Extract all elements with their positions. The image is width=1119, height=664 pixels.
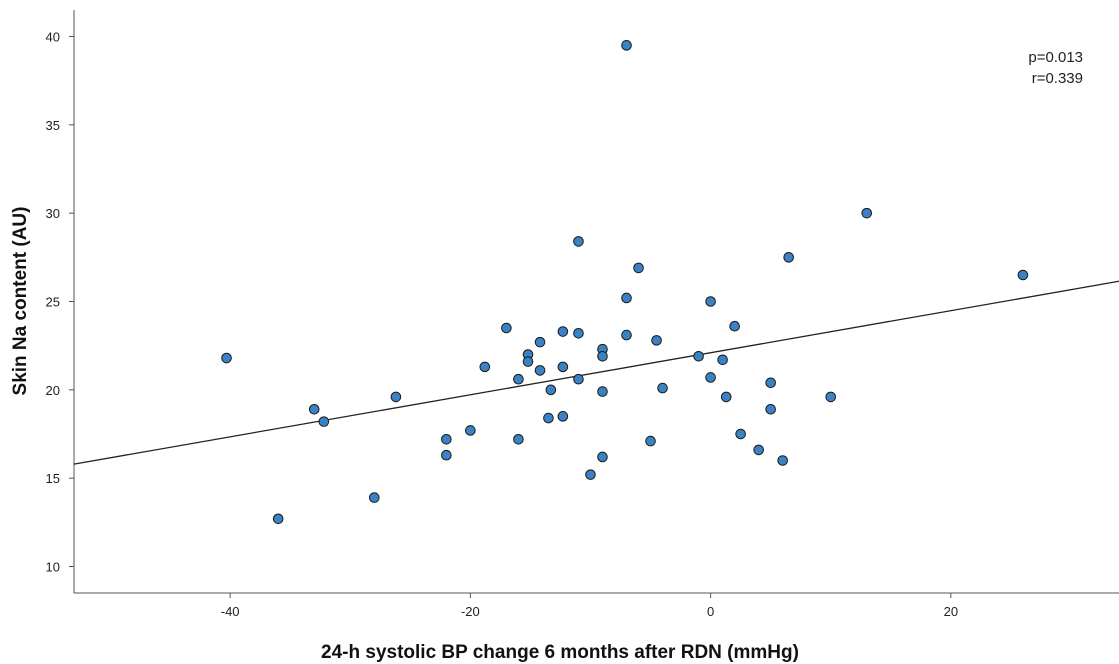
x-tick-label: 0 <box>707 604 714 619</box>
data-point <box>693 350 704 362</box>
y-tick-label: 40 <box>46 30 60 45</box>
data-point <box>441 434 452 445</box>
data-point <box>621 40 632 51</box>
data-point <box>557 326 569 337</box>
data-point <box>633 262 644 274</box>
data-point <box>1017 269 1029 281</box>
data-point <box>597 386 608 397</box>
data-point <box>765 403 776 415</box>
y-tick-label: 15 <box>46 471 60 486</box>
x-tick-label: 20 <box>944 604 958 619</box>
data-point <box>705 372 716 383</box>
data-point <box>318 416 330 427</box>
data-point <box>765 377 776 389</box>
regression-line <box>73 280 1119 465</box>
y-tick-label: 25 <box>46 295 60 310</box>
x-ticks: -40 -20 0 20 <box>221 593 958 619</box>
p-value-annotation: p=0.013 <box>1028 49 1083 66</box>
data-point <box>534 365 546 376</box>
data-point <box>717 354 728 366</box>
data-point <box>534 336 546 348</box>
data-point <box>465 425 476 436</box>
r-value-annotation: r=0.339 <box>1032 70 1083 87</box>
x-tick-label: -40 <box>221 604 240 619</box>
data-point <box>513 373 524 385</box>
data-point <box>308 403 320 415</box>
data-point <box>479 361 491 373</box>
data-point <box>783 252 794 263</box>
data-point <box>597 350 608 362</box>
y-axis-title: Skin Na content (AU) <box>10 207 31 396</box>
data-point <box>825 391 837 403</box>
data-point <box>651 335 662 346</box>
x-axis-title: 24-h systolic BP change 6 months after R… <box>321 642 799 663</box>
data-point <box>390 391 402 403</box>
data-point <box>861 207 873 219</box>
y-tick-label: 30 <box>46 206 60 221</box>
x-tick-label: -20 <box>461 604 480 619</box>
data-point <box>545 384 557 396</box>
data-point <box>557 361 569 373</box>
data-points <box>221 40 1029 525</box>
data-point <box>573 236 584 247</box>
data-point <box>557 411 569 422</box>
data-point <box>735 428 746 440</box>
data-point <box>777 455 788 466</box>
data-point <box>729 320 740 332</box>
data-point <box>720 391 732 403</box>
data-point <box>753 444 764 456</box>
y-ticks: 10 15 20 25 30 35 40 <box>46 30 74 575</box>
data-point <box>621 329 632 341</box>
data-point <box>657 382 668 394</box>
data-point <box>645 435 656 447</box>
data-point <box>522 356 534 367</box>
y-tick-label: 20 <box>46 383 60 398</box>
data-point <box>368 492 380 503</box>
data-point <box>543 412 554 424</box>
data-point <box>621 292 632 304</box>
axes <box>73 10 1119 594</box>
data-point <box>501 322 512 334</box>
data-point <box>585 469 596 480</box>
data-point <box>597 451 608 463</box>
y-tick-label: 35 <box>46 118 60 133</box>
data-point <box>221 352 232 364</box>
data-point <box>705 296 716 307</box>
data-point <box>573 373 584 385</box>
data-point <box>513 434 524 445</box>
data-point <box>573 328 584 339</box>
data-point <box>272 513 284 525</box>
data-point <box>441 449 452 461</box>
y-tick-label: 10 <box>46 560 60 575</box>
